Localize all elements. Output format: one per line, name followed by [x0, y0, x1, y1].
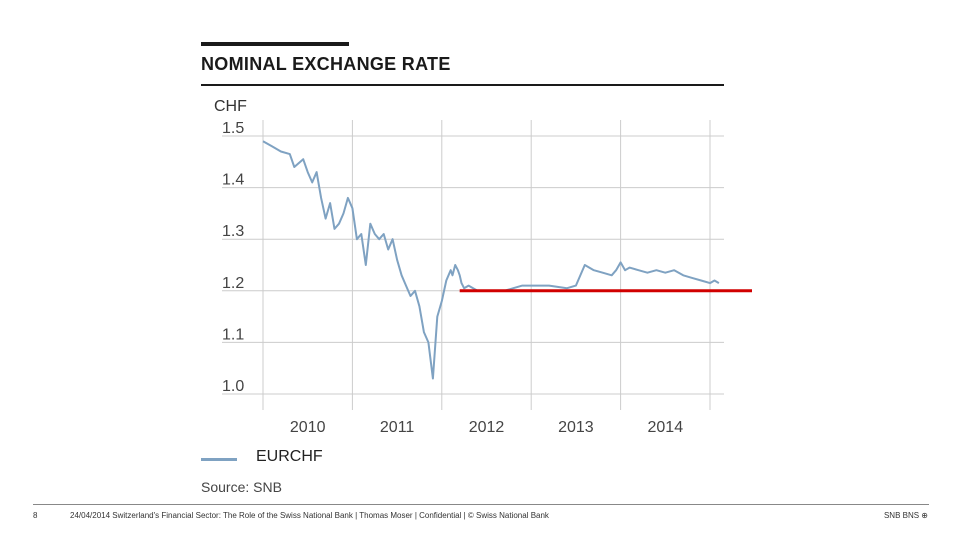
- y-tick-label: 1.5: [222, 120, 244, 137]
- y-tick-label: 1.4: [222, 172, 244, 189]
- y-tick-label: 1.1: [222, 326, 244, 343]
- x-tick-label: 2014: [648, 419, 684, 436]
- y-tick-label: 1.0: [222, 378, 244, 395]
- legend-label-eurchf: EURCHF: [256, 448, 323, 465]
- x-tick-label: 2013: [558, 419, 594, 436]
- x-tick-label: 2012: [469, 419, 505, 436]
- y-tick-label: 1.2: [222, 275, 244, 292]
- x-tick-label: 2010: [290, 419, 326, 436]
- page-number: 8: [33, 511, 38, 520]
- x-tick-label: 2011: [380, 419, 415, 436]
- y-axis-label: CHF: [214, 98, 247, 115]
- title-divider: [201, 84, 724, 86]
- footer-text: 24/04/2014 Switzerland's Financial Secto…: [70, 511, 549, 520]
- series-line-eurchf: [262, 140, 720, 380]
- footer-divider: [33, 504, 929, 505]
- source-note: Source: SNB: [201, 479, 282, 495]
- y-tick-label: 1.3: [222, 223, 244, 240]
- snb-logo: SNB BNS ⊕: [883, 511, 928, 520]
- exchange-rate-chart: 1.5 1.4 1.3 1.2 1.1 1.0 2010 2011 2012 2013 2014 C…: [214, 98, 752, 436]
- page-title: NOMINAL EXCHANGE RATE: [201, 54, 451, 74]
- title-accent-bar: [201, 42, 349, 46]
- legend-swatch-eurchf: [201, 458, 237, 461]
